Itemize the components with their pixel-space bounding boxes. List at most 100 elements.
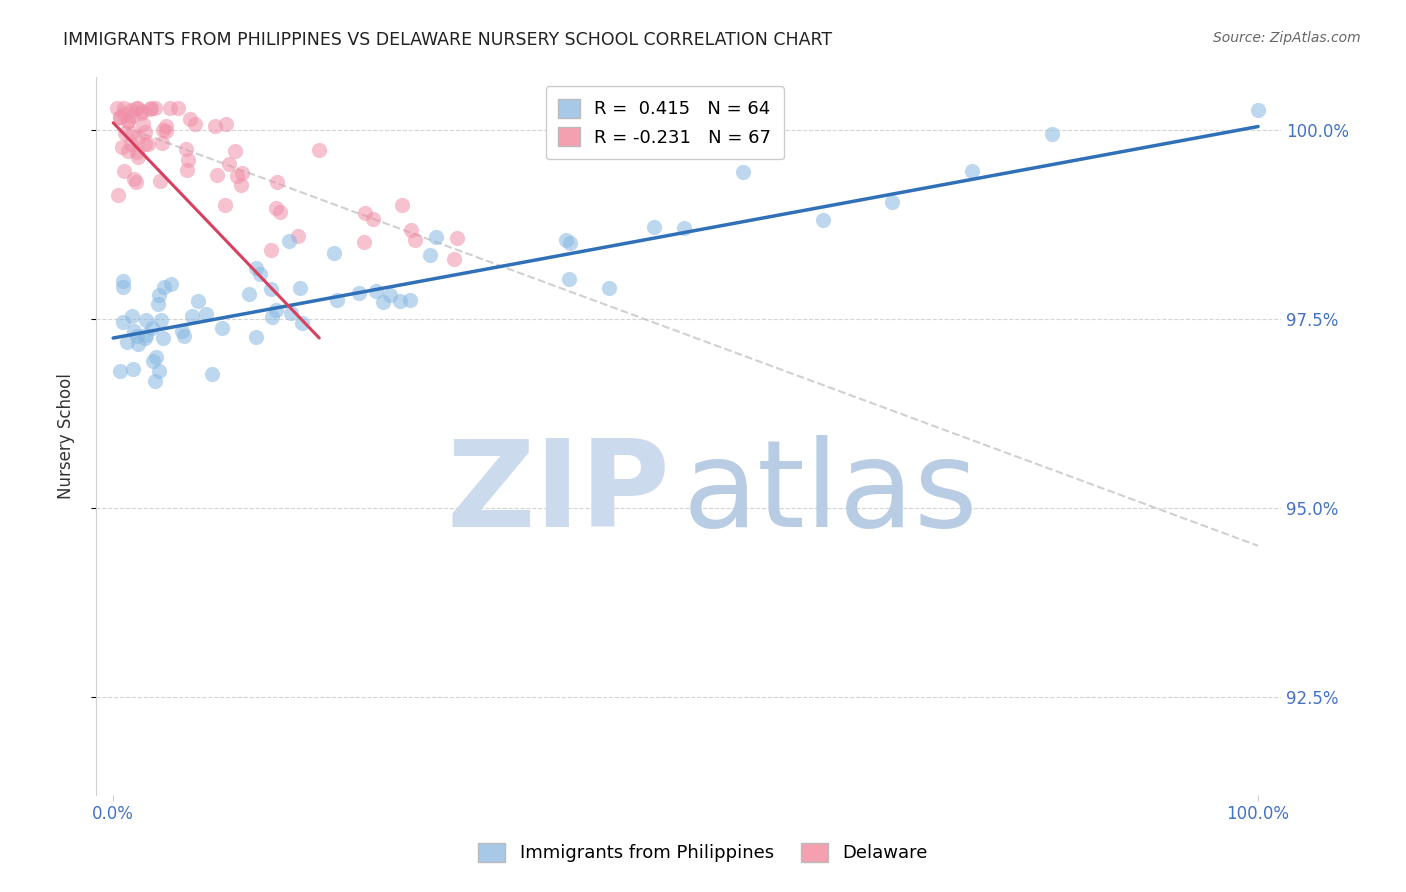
Point	[108, 111, 131, 125]
Point	[266, 175, 288, 189]
Point	[121, 126, 143, 140]
Point	[112, 164, 135, 178]
Point	[215, 117, 238, 131]
Point	[269, 204, 291, 219]
Point	[117, 114, 139, 128]
Point	[112, 274, 135, 288]
Point	[160, 277, 183, 292]
Point	[135, 327, 157, 342]
Point	[404, 233, 426, 247]
Point	[112, 107, 135, 121]
Point	[211, 320, 233, 334]
Point	[1040, 128, 1063, 142]
Legend: Immigrants from Philippines, Delaware: Immigrants from Philippines, Delaware	[471, 836, 935, 870]
Point	[174, 142, 197, 156]
Point	[167, 101, 190, 115]
Point	[117, 145, 139, 159]
Point	[238, 286, 260, 301]
Point	[142, 353, 165, 368]
Point	[105, 101, 128, 115]
Point	[205, 168, 228, 182]
Point	[131, 103, 153, 118]
Point	[880, 195, 903, 210]
Point	[143, 375, 166, 389]
Point	[326, 293, 349, 308]
Point	[419, 247, 441, 261]
Point	[291, 316, 314, 330]
Point	[131, 117, 153, 131]
Point	[111, 280, 134, 294]
Text: IMMIGRANTS FROM PHILIPPINES VS DELAWARE NURSERY SCHOOL CORRELATION CHART: IMMIGRANTS FROM PHILIPPINES VS DELAWARE …	[63, 31, 832, 49]
Point	[145, 350, 167, 364]
Point	[277, 234, 299, 248]
Point	[127, 130, 149, 145]
Point	[136, 136, 159, 151]
Point	[134, 125, 156, 139]
Point	[114, 126, 136, 140]
Point	[554, 234, 576, 248]
Point	[353, 235, 375, 250]
Point	[131, 105, 153, 120]
Point	[380, 288, 402, 302]
Y-axis label: Nursery School: Nursery School	[58, 374, 75, 500]
Point	[121, 109, 143, 123]
Point	[150, 136, 173, 150]
Point	[148, 364, 170, 378]
Point	[187, 294, 209, 309]
Point	[122, 324, 145, 338]
Point	[172, 324, 194, 338]
Point	[141, 321, 163, 335]
Point	[643, 219, 665, 234]
Point	[218, 157, 240, 171]
Point	[960, 163, 983, 178]
Point	[249, 267, 271, 281]
Point	[115, 334, 138, 349]
Point	[388, 294, 411, 309]
Point	[143, 101, 166, 115]
Point	[557, 271, 579, 285]
Point	[127, 101, 149, 115]
Point	[121, 309, 143, 323]
Point	[153, 280, 176, 294]
Point	[120, 103, 142, 117]
Point	[201, 368, 224, 382]
Point	[229, 178, 252, 192]
Point	[280, 306, 302, 320]
Point	[139, 101, 162, 115]
Point	[125, 145, 148, 159]
Point	[425, 230, 447, 244]
Point	[135, 313, 157, 327]
Point	[260, 282, 283, 296]
Point	[121, 361, 143, 376]
Point	[204, 119, 226, 133]
Point	[134, 331, 156, 345]
Text: ZIP: ZIP	[447, 435, 671, 552]
Point	[125, 329, 148, 343]
Point	[366, 284, 388, 298]
Point	[138, 103, 160, 117]
Point	[150, 312, 173, 326]
Point	[672, 221, 695, 235]
Point	[152, 331, 174, 345]
Point	[159, 101, 181, 115]
Point	[173, 328, 195, 343]
Text: Source: ZipAtlas.com: Source: ZipAtlas.com	[1213, 31, 1361, 45]
Point	[446, 231, 468, 245]
Point	[262, 310, 284, 325]
Point	[176, 163, 198, 178]
Point	[731, 165, 754, 179]
Point	[127, 101, 149, 115]
Point	[224, 144, 246, 158]
Point	[181, 309, 204, 323]
Point	[120, 136, 142, 151]
Point	[560, 235, 582, 250]
Point	[231, 166, 253, 180]
Point	[110, 363, 132, 377]
Point	[111, 139, 134, 153]
Point	[146, 297, 169, 311]
Point	[245, 261, 267, 276]
Point	[225, 169, 247, 184]
Point	[149, 174, 172, 188]
Point	[1247, 103, 1270, 118]
Point	[127, 337, 149, 351]
